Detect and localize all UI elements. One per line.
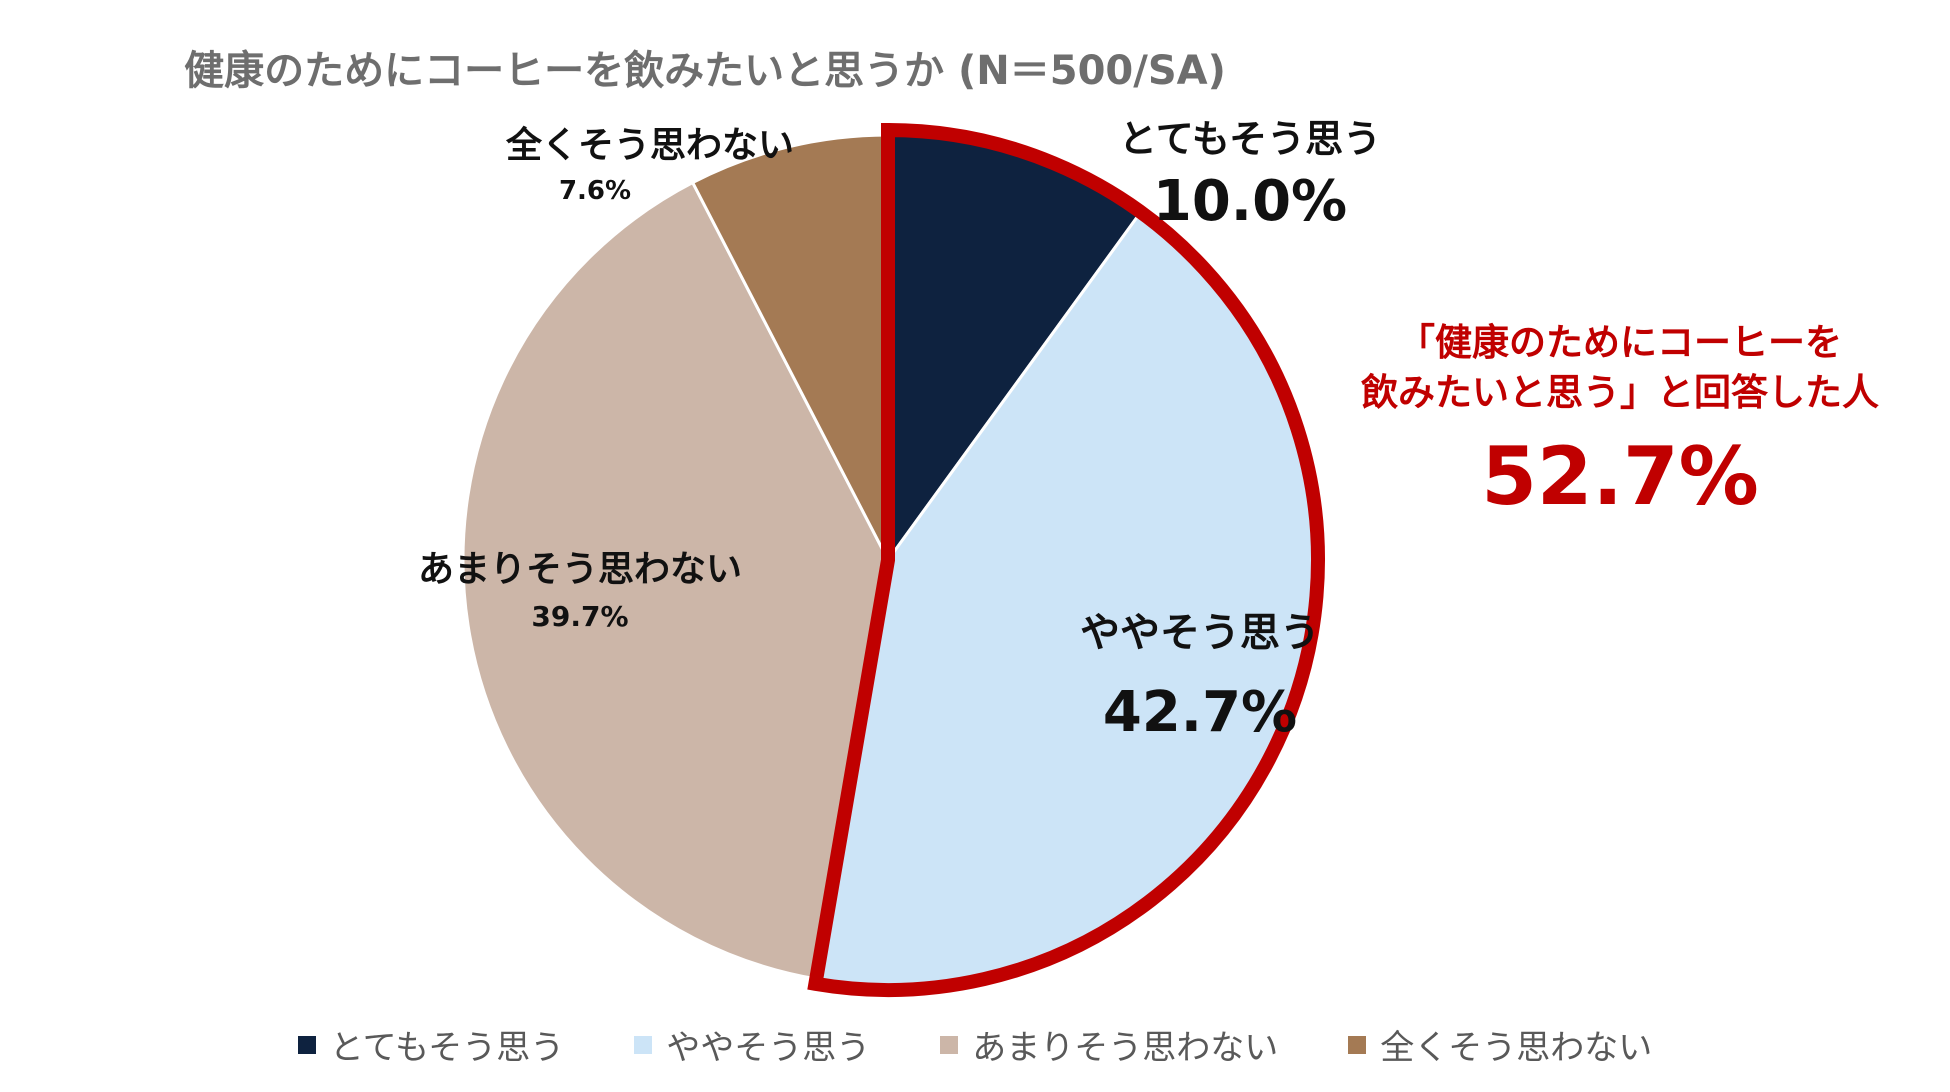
highlight-outline bbox=[807, 122, 1325, 997]
slice-label-somewhat: ややそう思う 42.7% bbox=[1040, 600, 1360, 745]
slice-label-somewhat-value: 42.7% bbox=[1102, 680, 1298, 745]
slice-label-very-much: とてもそう思う 10.0% bbox=[1060, 108, 1440, 234]
legend-item-not-much: あまりそう思わない bbox=[940, 1020, 1278, 1069]
legend-swatch-somewhat bbox=[634, 1035, 653, 1054]
slice-label-not-at-all-name: 全くそう思わない bbox=[505, 125, 794, 166]
highlight-callout: 「健康のためにコーヒーを 飲みたいと思う」と回答した人 52.7% bbox=[1300, 318, 1940, 523]
legend: とてもそう思う ややそう思う あまりそう思わない 全くそう思わない bbox=[0, 1020, 1950, 1069]
legend-swatch-very-much bbox=[297, 1035, 316, 1054]
slice-label-somewhat-name: ややそう思う bbox=[1080, 610, 1320, 656]
legend-item-not-at-all: 全くそう思わない bbox=[1348, 1020, 1652, 1069]
slice-label-not-much: あまりそう思わない 39.7% bbox=[390, 540, 770, 633]
slice-label-not-much-value: 39.7% bbox=[531, 600, 629, 633]
legend-label-not-at-all: 全くそう思わない bbox=[1380, 1028, 1653, 1068]
highlight-callout-line-2: 飲みたいと思う」と回答した人 bbox=[1361, 371, 1879, 414]
legend-swatch-not-at-all bbox=[1348, 1035, 1367, 1054]
legend-label-very-much: とてもそう思う bbox=[329, 1028, 565, 1068]
slice-label-very-much-value: 10.0% bbox=[1152, 169, 1348, 234]
slice-not-at-all bbox=[690, 133, 890, 561]
legend-label-somewhat: ややそう思う bbox=[666, 1028, 871, 1068]
slice-label-very-much-name: とてもそう思う bbox=[1118, 117, 1382, 161]
slice-label-not-at-all: 全くそう思わない 7.6% bbox=[470, 116, 830, 206]
legend-item-very-much: とてもそう思う bbox=[297, 1020, 565, 1069]
legend-label-not-much: あまりそう思わない bbox=[972, 1028, 1279, 1068]
slice-label-not-at-all-value: 7.6% bbox=[558, 176, 632, 206]
legend-swatch-not-much bbox=[940, 1035, 959, 1054]
chart-title: 健康のためにコーヒーを飲みたいと思うか (N＝500/SA) bbox=[184, 48, 1226, 94]
slice-not-much bbox=[461, 180, 890, 981]
highlight-callout-line-1: 「健康のためにコーヒーを bbox=[1398, 321, 1842, 364]
slice-label-not-much-name: あまりそう思わない bbox=[417, 549, 742, 590]
legend-item-somewhat: ややそう思う bbox=[634, 1020, 870, 1069]
highlight-callout-value: 52.7% bbox=[1481, 430, 1759, 523]
